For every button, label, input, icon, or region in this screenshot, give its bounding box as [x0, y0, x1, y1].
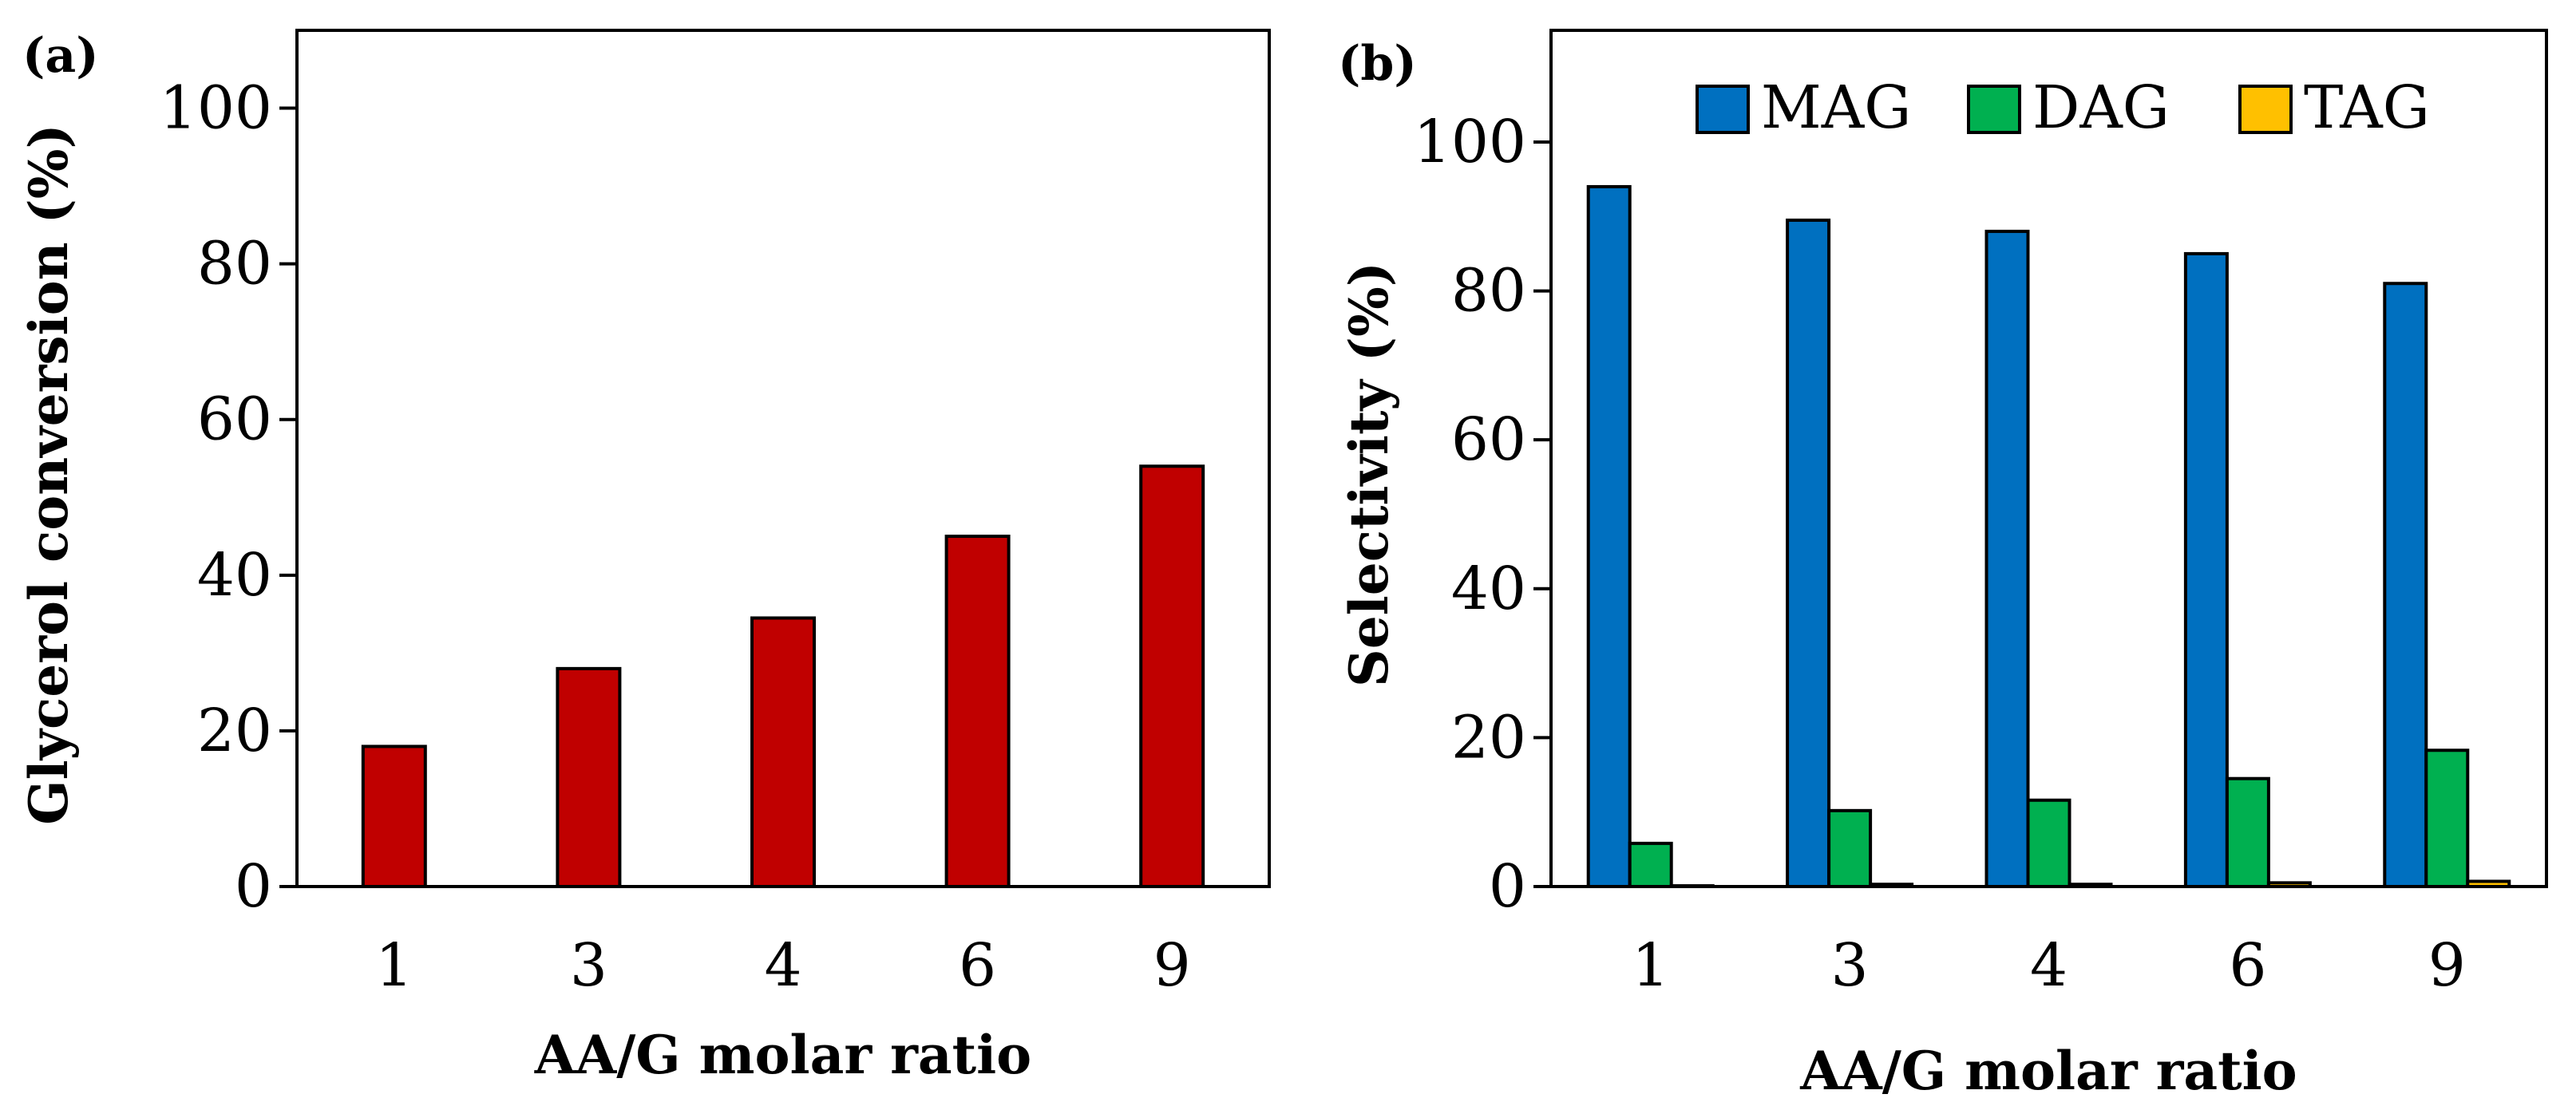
y-axis-label: Selectivity (%): [1338, 262, 1400, 687]
legend-label-tag: TAG: [2304, 73, 2430, 142]
y-tick-label: 100: [160, 74, 272, 143]
legend-label-dag: DAG: [2032, 73, 2170, 142]
y-tick-label: 100: [1414, 108, 1526, 176]
bar-dag-9: [2424, 748, 2470, 889]
legend-swatch-dag: [1967, 85, 2021, 134]
y-tick-label: 60: [197, 385, 272, 454]
bar-mag-9: [2383, 282, 2428, 888]
plot-frame: [295, 29, 1271, 888]
bar-4: [750, 616, 816, 889]
legend: MAG DAG TAG: [1696, 73, 2430, 142]
bar-dag-3: [1827, 808, 1873, 889]
panel-label: (b): [1338, 36, 1417, 92]
bar-3: [556, 666, 622, 888]
x-tick-label: 6: [2229, 931, 2266, 1000]
bar-mag-4: [1984, 229, 2030, 888]
x-tick-label: 4: [764, 931, 801, 1000]
chart-panel-a: (a) 0 20 40 60 80 100 1 3 4 6 9 AA/G molar ratio Glyc…: [18, 28, 1271, 1086]
y-tick-label: 20: [1451, 703, 1526, 772]
y-tick-label: 40: [197, 541, 272, 610]
y-tick-label: 20: [197, 697, 272, 765]
bar-6: [944, 535, 1011, 889]
y-axis-label: Glycerol conversion (%): [18, 124, 80, 825]
x-tick-label: 9: [2428, 931, 2466, 1000]
x-tick-label: 6: [959, 931, 996, 1000]
legend-swatch-mag: [1696, 85, 1750, 134]
bar-1: [361, 745, 427, 888]
legend-swatch-tag: [2238, 85, 2293, 134]
y-tick-label: 0: [1489, 852, 1526, 921]
x-tick-label: 3: [1831, 931, 1869, 1000]
bar-mag-6: [2183, 251, 2229, 889]
x-tick-label: 4: [2030, 931, 2068, 1000]
x-axis-label: AA/G molar ratio: [1799, 1040, 2297, 1102]
x-tick-label: 3: [570, 931, 607, 1000]
x-tick-label: 1: [1632, 931, 1669, 1000]
y-tick-label: 60: [1451, 405, 1526, 474]
y-tick-label: 0: [235, 852, 272, 921]
bar-dag-1: [1628, 841, 1673, 888]
bar-mag-3: [1786, 218, 1831, 888]
y-tick-label: 80: [1451, 257, 1526, 326]
panel-label: (a): [22, 28, 99, 84]
x-tick-label: 9: [1153, 931, 1191, 1000]
y-tick-label: 40: [1451, 555, 1526, 623]
bar-dag-4: [2026, 798, 2071, 889]
bar-9: [1139, 464, 1205, 888]
bar-dag-6: [2225, 776, 2270, 888]
chart-panel-b: (b) 0 20 40 60 80 100 1 3 4 6 9 AA/G molar ratio Sele…: [1338, 29, 2548, 1102]
y-tick-label: 80: [197, 230, 272, 298]
x-tick-label: 1: [375, 931, 413, 1000]
legend-label-mag: MAG: [1761, 73, 1911, 142]
x-axis-label: AA/G molar ratio: [534, 1024, 1031, 1086]
bar-mag-1: [1586, 184, 1632, 888]
plot-frame: [1549, 29, 2548, 888]
